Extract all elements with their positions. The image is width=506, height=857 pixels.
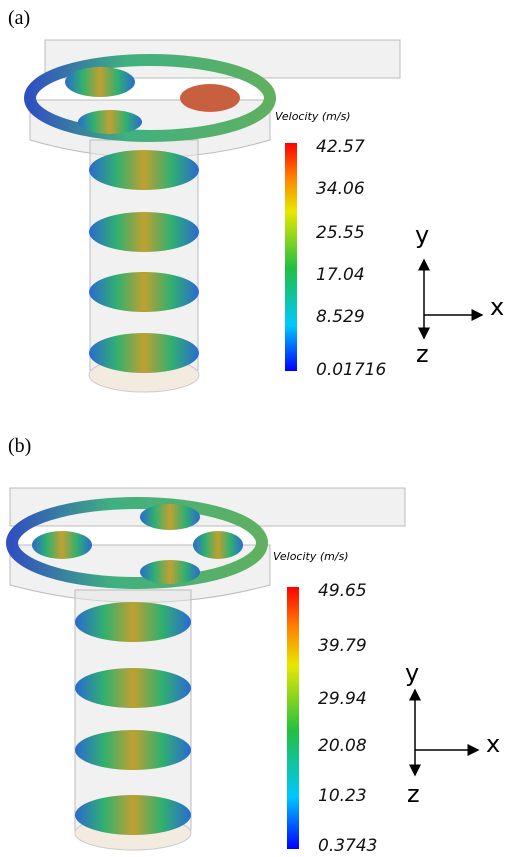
tick-label: 42.57 (316, 137, 365, 157)
tick-label: 0.01716 (316, 360, 386, 380)
legend-title: Velocity (m/s) (275, 110, 351, 123)
axis-triad (424, 260, 482, 338)
legend-title: Velocity (m/s) (273, 550, 349, 563)
colorbar (285, 143, 297, 371)
figure: (a) Velocity (m/s) 42.57 34.06 25.55 17.… (0, 0, 506, 857)
axis-label: y (415, 221, 429, 249)
tick-label: 17.04 (316, 265, 365, 285)
tick-label: 10.23 (318, 786, 367, 806)
axis-label: z (416, 340, 429, 368)
axis-label: x (486, 730, 500, 758)
axis-triad (415, 690, 478, 775)
colorbar (287, 587, 299, 849)
tick-label: 0.3743 (318, 836, 377, 856)
axis-label: y (405, 659, 419, 687)
axis-label: x (490, 293, 504, 321)
tick-label: 49.65 (318, 581, 367, 601)
tick-label: 8.529 (316, 307, 365, 327)
geometry (30, 40, 400, 392)
tick-label: 25.55 (316, 223, 365, 243)
panel-label: (b) (8, 435, 31, 457)
tick-label: 39.79 (318, 636, 367, 656)
tick-label: 29.94 (318, 689, 367, 709)
tick-label: 34.06 (316, 179, 365, 199)
axis-label: z (407, 780, 420, 808)
tick-label: 20.08 (318, 736, 367, 756)
panel-label: (a) (8, 7, 30, 29)
